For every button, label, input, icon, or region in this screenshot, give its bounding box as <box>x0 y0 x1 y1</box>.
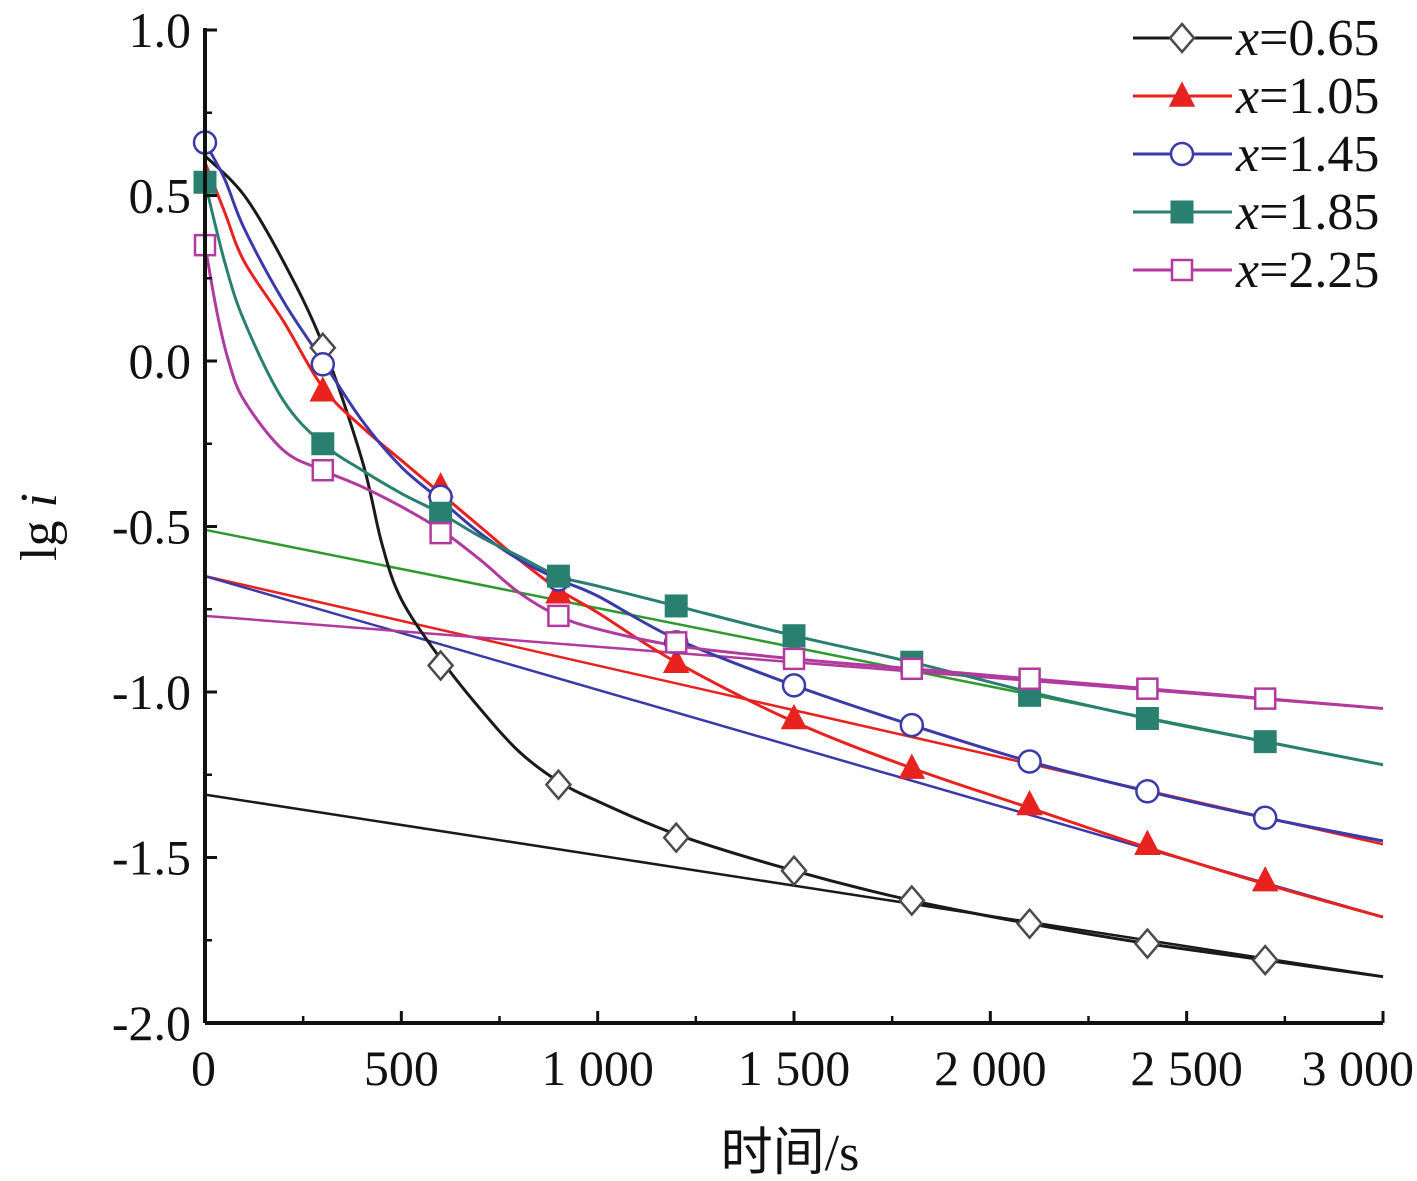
data-markers <box>192 130 1279 977</box>
legend-entry-var: x <box>1235 126 1259 183</box>
legend-entry-4: x=2.25 <box>1235 242 1379 299</box>
legend-swatch-marker-0 <box>1168 22 1196 54</box>
legend-entry-value: =1.05 <box>1259 68 1379 125</box>
y-tick-label: 0.5 <box>129 168 192 224</box>
data-point-4-5 <box>782 647 806 671</box>
x-tick-label: 500 <box>364 1040 439 1096</box>
x-tick-label: 2 500 <box>1130 1040 1243 1096</box>
axes: 1.0 0.5 0.0 -0.5 -1.0 -1.5 -2.00 500 1 000 1 500 2… <box>112 2 1414 1096</box>
y-tick-label: -1.0 <box>112 664 191 720</box>
data-point-0-7 <box>1133 927 1162 960</box>
legend-entry-0: x=0.65 <box>1235 10 1379 67</box>
y-tick-label: -2.0 <box>112 995 191 1051</box>
data-point-4-3 <box>547 604 570 628</box>
x-tick-label: 3 000 <box>1302 1040 1415 1096</box>
data-point-1-6 <box>1016 789 1043 816</box>
legend-entry-var: x <box>1235 242 1259 299</box>
data-point-3-2 <box>429 501 453 525</box>
data-point-0-8 <box>1251 944 1279 977</box>
data-curves <box>203 141 1384 979</box>
data-point-1-4 <box>780 703 808 730</box>
legend-swatch-marker-1 <box>1168 81 1196 107</box>
data-point-1-8 <box>1251 866 1279 892</box>
data-point-4-4 <box>664 631 688 654</box>
data-point-4-9 <box>1253 687 1277 710</box>
series-line-4 <box>203 244 1384 710</box>
data-point-3-4 <box>664 594 688 618</box>
data-point-3-3 <box>546 564 570 588</box>
data-point-2-9 <box>1252 805 1278 831</box>
series-line-2 <box>203 141 1384 843</box>
y-axis-title-prefix: lg <box>11 508 68 561</box>
legend-swatch-marker-2 <box>1169 141 1195 167</box>
legend-entry-value: =2.25 <box>1259 242 1379 299</box>
data-point-1-3 <box>662 647 690 673</box>
legend-entry-2: x=1.45 <box>1235 126 1379 183</box>
x-tick-label: 1 500 <box>738 1040 851 1096</box>
data-point-2-6 <box>899 712 925 738</box>
data-point-2-1 <box>310 352 336 377</box>
y-tick-label: 1.0 <box>129 2 192 58</box>
data-point-1-7 <box>1134 829 1161 856</box>
data-point-2-8 <box>1135 779 1160 804</box>
legend-swatch-marker-4 <box>1170 258 1194 282</box>
data-point-2-5 <box>781 673 807 698</box>
legend-swatch-marker-3 <box>1170 200 1194 224</box>
y-tick-label: -1.5 <box>112 830 191 886</box>
data-point-3-9 <box>1253 730 1277 754</box>
legend-entry-var: x <box>1235 68 1259 125</box>
data-point-4-6 <box>900 657 924 681</box>
legend-entry-1: x=1.05 <box>1235 68 1379 125</box>
data-point-0-2 <box>544 768 573 801</box>
legend-entry-value: =1.85 <box>1259 184 1379 241</box>
x-tick-label: 0 <box>191 1040 216 1096</box>
data-point-0-6 <box>1015 907 1044 940</box>
data-point-1-0 <box>309 376 337 402</box>
x-axis-title: 时间/s <box>721 1125 860 1181</box>
y-axis-title: lg i <box>11 493 68 561</box>
legend-entry-var: x <box>1235 184 1259 241</box>
legend-entry-value: =0.65 <box>1259 10 1379 67</box>
y-tick-label: -0.5 <box>112 499 191 555</box>
data-point-0-5 <box>898 884 926 917</box>
data-point-2-7 <box>1017 749 1042 774</box>
legend: x=0.65x=1.05x=1.45x=1.85x=2.25 <box>1133 10 1379 299</box>
data-point-4-1 <box>311 458 335 482</box>
x-tick-label: 2 000 <box>934 1040 1047 1096</box>
y-axis-title-var: i <box>11 493 68 507</box>
data-point-3-5 <box>782 624 806 648</box>
data-point-4-2 <box>429 521 452 545</box>
legend-entry-value: =1.45 <box>1259 126 1379 183</box>
data-point-3-1 <box>311 432 335 456</box>
data-point-4-8 <box>1136 677 1159 700</box>
data-point-0-1 <box>426 649 455 682</box>
data-point-0-4 <box>780 854 808 887</box>
legend-entry-3: x=1.85 <box>1235 184 1379 241</box>
data-point-4-7 <box>1018 667 1041 691</box>
legend-entry-var: x <box>1235 10 1259 67</box>
data-point-3-8 <box>1135 706 1159 730</box>
data-point-1-5 <box>898 753 926 779</box>
x-tick-label: 1 000 <box>541 1040 654 1096</box>
data-point-0-3 <box>662 821 690 854</box>
y-tick-label: 0.0 <box>129 333 192 389</box>
fit-lines <box>204 528 1384 978</box>
